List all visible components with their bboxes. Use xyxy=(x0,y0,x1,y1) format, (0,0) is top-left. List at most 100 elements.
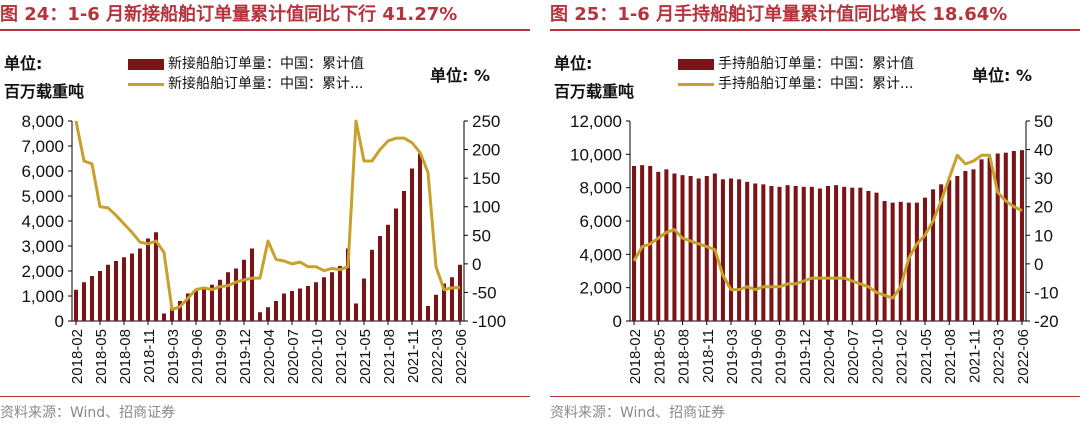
bar xyxy=(979,159,984,321)
bar xyxy=(737,179,742,321)
y-right-tick-label: 200 xyxy=(472,141,500,160)
y-left-tick-label: 0 xyxy=(55,312,64,331)
bar xyxy=(250,248,254,321)
y-right-tick-label: 100 xyxy=(472,198,500,217)
bar xyxy=(720,179,725,321)
y-right-tick-label: 10 xyxy=(1034,226,1053,245)
bar xyxy=(458,264,462,321)
x-tick-label: 2020-07 xyxy=(285,329,302,384)
bar xyxy=(442,283,446,321)
bar xyxy=(898,201,903,321)
y-left-tick-label: 4,000 xyxy=(579,245,622,264)
x-tick-label: 2021-02 xyxy=(333,329,350,384)
unit-label: 单位: xyxy=(4,54,43,73)
bar xyxy=(418,153,422,321)
x-tick-label: 2019-03 xyxy=(724,329,741,384)
bar xyxy=(672,173,677,321)
y-right-tick-label: 20 xyxy=(1034,198,1053,217)
bar xyxy=(785,185,790,321)
bar xyxy=(963,171,968,321)
right-axis-unit: 单位: % xyxy=(430,66,491,85)
bar xyxy=(995,153,1000,321)
bar xyxy=(346,248,350,321)
x-tick-label: 2021-11 xyxy=(405,329,422,383)
bar xyxy=(858,187,863,321)
x-tick-label: 2018-08 xyxy=(676,329,693,384)
y-left-tick-label: 4,000 xyxy=(21,212,64,231)
bar xyxy=(987,157,992,321)
bar xyxy=(825,186,831,321)
bar xyxy=(74,289,78,321)
x-tick-label: 2022-06 xyxy=(453,329,470,384)
bar xyxy=(761,184,766,321)
chart-panel-orderbook: 图 25：1-6 月手持船舶订单量累计值同比增长 18.64% 单位: 百万载重… xyxy=(550,0,1080,426)
x-tick-label: 2018-05 xyxy=(651,329,668,384)
bar xyxy=(154,232,158,321)
bar xyxy=(330,272,334,321)
bar xyxy=(866,191,871,321)
unit-value: 百万载重吨 xyxy=(4,82,85,101)
unit-label: 单位: xyxy=(554,54,593,73)
bar xyxy=(434,294,438,321)
chart-title: 图 24：1-6 月新接船舶订单量累计值同比下行 41.27% xyxy=(0,4,458,25)
x-tick-label: 2019-03 xyxy=(165,329,182,384)
bar xyxy=(688,176,693,321)
x-tick-label: 2018-11 xyxy=(700,329,717,383)
bar xyxy=(450,277,454,321)
bar xyxy=(90,276,94,321)
x-tick-label: 2022-03 xyxy=(991,329,1008,384)
x-tick-label: 2018-02 xyxy=(69,329,86,384)
x-tick-label: 2019-12 xyxy=(797,329,814,384)
bar xyxy=(753,183,758,321)
bar xyxy=(98,271,102,321)
bar xyxy=(842,186,847,321)
bar xyxy=(745,181,750,321)
y-right-tick-label: 0 xyxy=(1034,255,1043,274)
x-tick-label: 2022-06 xyxy=(1015,329,1032,384)
bar xyxy=(729,178,734,321)
bar xyxy=(809,186,814,321)
bar xyxy=(939,184,944,321)
x-tick-label: 2019-09 xyxy=(213,329,230,384)
y-right-tick-label: -50 xyxy=(472,283,497,302)
bar xyxy=(712,173,717,321)
y-left-tick-label: 3,000 xyxy=(21,237,64,256)
y-right-tick-label: 0 xyxy=(472,255,481,274)
bar xyxy=(306,286,310,321)
y-left-tick-label: 6,000 xyxy=(21,162,64,181)
bar xyxy=(202,288,206,321)
y-left-tick-label: 2,000 xyxy=(21,262,64,281)
x-tick-label: 2021-05 xyxy=(357,329,374,384)
x-tick-label: 2020-07 xyxy=(845,329,862,384)
y-left-tick-label: 8,000 xyxy=(21,112,64,131)
bar xyxy=(882,201,887,321)
bar xyxy=(170,308,174,321)
bar xyxy=(266,307,270,321)
legend: 新接船舶订单量：中国：累计值 新接船舶订单量：中国：累计... xyxy=(128,54,364,94)
bar xyxy=(922,197,927,321)
bar xyxy=(664,169,669,321)
y-right-tick-label: 250 xyxy=(472,112,500,131)
bar xyxy=(410,168,414,321)
bar xyxy=(696,178,701,321)
x-tick-label: 2020-04 xyxy=(821,329,838,384)
bar xyxy=(394,208,398,321)
bar xyxy=(146,238,150,321)
x-tick-label: 2020-10 xyxy=(309,329,326,384)
legend-line-swatch xyxy=(128,82,164,86)
y-right-tick-label: 50 xyxy=(1034,112,1053,131)
bar xyxy=(138,248,142,321)
bar xyxy=(226,272,230,321)
bar xyxy=(834,185,839,321)
unit-value: 百万载重吨 xyxy=(554,82,635,101)
x-tick-label: 2019-06 xyxy=(189,329,206,384)
legend-bar-label: 手持船舶订单量：中国：累计值 xyxy=(718,56,914,72)
bar xyxy=(354,303,358,321)
bar xyxy=(704,176,709,321)
legend-line-swatch xyxy=(678,82,714,86)
bar xyxy=(290,291,294,321)
x-tick-label: 2018-11 xyxy=(141,329,158,383)
bar xyxy=(130,253,134,321)
bar xyxy=(931,189,936,321)
bar xyxy=(850,187,855,321)
